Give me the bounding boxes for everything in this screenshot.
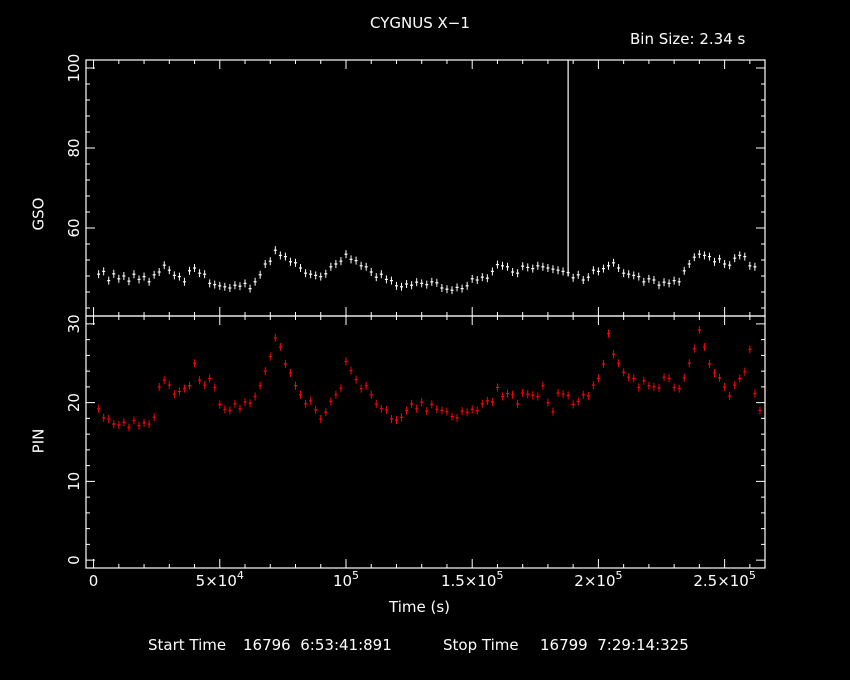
x-tick-label: 1.5×105 <box>441 569 504 590</box>
y-tick-label: 80 <box>65 138 83 157</box>
x-tick-label: 2.5×105 <box>693 569 756 590</box>
y-tick-label: 30 <box>65 314 83 333</box>
y-tick-label: 10 <box>65 472 83 491</box>
plot-axes <box>85 59 766 569</box>
x-axis-label: Time (s) <box>389 598 450 616</box>
bin-size-label: Bin Size: 2.34 s <box>630 30 746 48</box>
x-tick-label: 5×104 <box>196 569 244 590</box>
pin-axis-label: PIN <box>29 428 48 454</box>
gso-data-series <box>97 60 757 295</box>
panel-frame <box>85 315 766 569</box>
start-time-value: 16796 6:53:41:891 <box>243 636 392 654</box>
chart-title: CYGNUS X−1 <box>370 14 470 32</box>
y-tick-label: 100 <box>65 54 83 83</box>
pin-data-series <box>97 325 762 432</box>
gso-axis-label: GSO <box>29 197 48 231</box>
y-tick-label: 60 <box>65 218 83 237</box>
start-time-label: Start Time <box>148 636 227 654</box>
y-tick-label: 20 <box>65 393 83 412</box>
y-tick-label: 0 <box>65 555 83 565</box>
stop-time-label: Stop Time <box>443 636 519 654</box>
x-tick-label: 2×105 <box>574 569 622 590</box>
stop-time-value: 16799 7:29:14:325 <box>540 636 689 654</box>
x-tick-label: 0 <box>89 572 99 590</box>
